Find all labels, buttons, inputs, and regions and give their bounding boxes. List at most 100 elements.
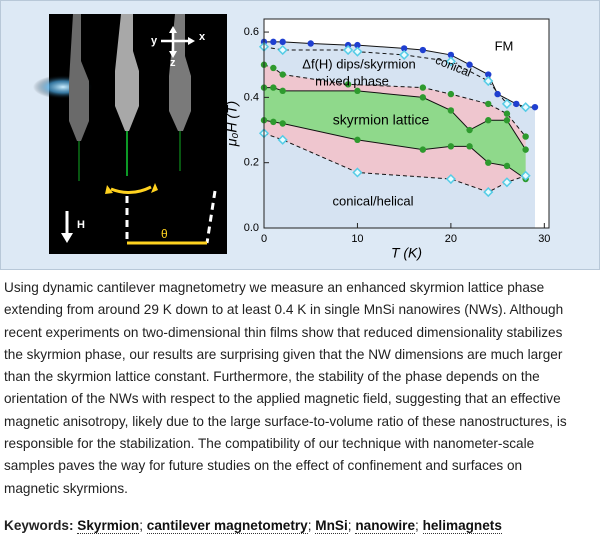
arrow-head: [169, 26, 195, 58]
angle-label: θ: [161, 227, 168, 241]
axis-label-x: x: [199, 31, 206, 43]
annotation: conical/helical: [333, 193, 414, 208]
data-point: [485, 117, 492, 124]
data-point: [445, 173, 456, 185]
keyword-link[interactable]: nanowire: [355, 518, 415, 534]
cantilever: [69, 14, 89, 141]
keywords: Keywords: Skyrmion; cantilever magnetome…: [4, 518, 502, 534]
keyword-link[interactable]: helimagnets: [422, 518, 502, 534]
phase-diagram: 0 10 20 30 0.0 0.2 0.4 0.6 T (K) μ₀H (T) FM conical…: [224, 18, 550, 261]
boundary-line: [263, 119, 526, 180]
data-point: [354, 41, 361, 49]
data-point: [503, 110, 511, 117]
data-point: [279, 120, 286, 127]
data-point: [466, 61, 473, 68]
separator: ;: [415, 518, 419, 533]
abstract-line: the skyrmion phase, our results are surp…: [4, 346, 563, 362]
y-tick-label: 0.2: [244, 157, 259, 169]
data-point: [445, 56, 456, 67]
x-tick-label: 30: [538, 233, 550, 245]
abstract-line: magnetic anisotropy, likely due to the l…: [4, 413, 567, 429]
data-point: [419, 84, 427, 91]
axis-label-z: z: [170, 57, 176, 69]
data-point: [270, 118, 277, 126]
data-point: [466, 143, 473, 150]
data-point: [503, 162, 511, 170]
y-tick-label: 0.6: [244, 26, 259, 38]
data-point: [352, 167, 363, 178]
annotation: Δf(H) dips/skyrmion: [302, 56, 415, 71]
arrow-head: [61, 233, 73, 243]
abstract-line: orientation of the NWs with respect to t…: [4, 391, 561, 407]
data-point: [277, 134, 288, 145]
x-tick-label: 0: [261, 233, 267, 245]
x-tick-label: 20: [445, 233, 457, 245]
y-axis-label: μ₀H (T): [224, 101, 240, 147]
data-point: [400, 45, 408, 52]
data-point: [399, 49, 410, 60]
separator: ;: [347, 518, 352, 533]
data-point: [520, 102, 531, 113]
data-point: [494, 90, 501, 98]
abstract: Using dynamic cantilever magnetometry we…: [4, 277, 567, 500]
photo: θ H y x z: [33, 14, 227, 254]
x-tick-label: 10: [351, 233, 363, 245]
separator: ;: [307, 518, 312, 533]
data-point: [279, 87, 286, 95]
data-point: [419, 94, 427, 101]
data-point: [270, 84, 277, 91]
data-point: [277, 44, 288, 56]
keyword-link[interactable]: MnSi: [315, 518, 348, 534]
arrow-head: [105, 183, 158, 194]
data-point: [513, 100, 520, 108]
data-point: [270, 64, 277, 72]
data-point: [270, 38, 277, 46]
separator: ;: [139, 518, 144, 533]
data-point: [501, 177, 513, 188]
data-point: [522, 133, 529, 140]
data-point: [344, 81, 352, 88]
keywords-label: Keywords:: [4, 518, 74, 533]
x-axis-label: T (K): [391, 245, 422, 261]
abstract-line: Using dynamic cantilever magnetometry we…: [4, 280, 545, 295]
keyword-link[interactable]: Skyrmion: [77, 518, 140, 534]
figure: θ H y x z 0 10 20 30 0.0 0.2 0.4 0.6 T (K) μ₀H (T…: [33, 14, 550, 261]
dashed-line: [205, 190, 217, 244]
data-point: [447, 51, 455, 59]
data-point: [501, 98, 513, 109]
plot-frame: [263, 18, 550, 229]
data-point: [307, 40, 314, 47]
data-point: [354, 87, 361, 95]
axis-label-y: y: [151, 35, 158, 47]
annotation: mixed phase: [315, 73, 389, 88]
data-point: [352, 46, 363, 57]
y-tick-label: 0.0: [244, 222, 259, 234]
cantilever: [169, 14, 191, 131]
figure-panel: θ H y x z 0 10 20 30 0.0 0.2 0.4 0.6 T (K) μ₀H (T…: [0, 0, 600, 270]
field-label: H: [77, 219, 85, 231]
abstract-line: responsible for the stabilization. The c…: [4, 436, 535, 452]
data-point: [447, 90, 455, 98]
abstract-line: than the skyrmion lattice constant. Furt…: [4, 369, 540, 385]
data-point: [483, 75, 494, 87]
y-tick-label: 0.4: [244, 91, 259, 103]
keyword-link[interactable]: cantilever magnetometry: [146, 518, 308, 534]
data-point: [447, 143, 455, 150]
abstract-line: recent experiments on two-dimensional th…: [4, 324, 563, 340]
data-point: [520, 170, 531, 181]
data-point: [419, 146, 427, 153]
data-point: [354, 136, 361, 144]
data-point: [466, 126, 473, 134]
data-point: [483, 187, 494, 198]
data-point: [485, 159, 492, 166]
data-point: [419, 46, 427, 54]
abstract-line: extending from around 29 K down to at le…: [4, 302, 564, 318]
data-point: [447, 107, 455, 114]
data-point: [279, 71, 286, 78]
abstract-line: samples paves the way for future studies…: [4, 458, 523, 474]
data-point: [485, 71, 492, 78]
annotation: FM: [495, 38, 514, 53]
data-point: [531, 103, 539, 111]
rotation-arrow: [110, 185, 152, 194]
